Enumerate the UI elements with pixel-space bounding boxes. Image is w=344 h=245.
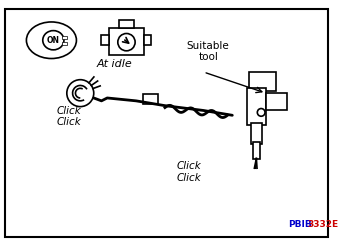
FancyBboxPatch shape [252,142,260,159]
Bar [62,42,67,45]
Text: PBIB: PBIB [288,220,312,229]
Text: ON: ON [47,36,60,45]
Text: Suitable
tool: Suitable tool [187,41,230,62]
Bar [62,36,67,39]
FancyBboxPatch shape [266,93,287,110]
Text: Click
Click: Click Click [56,106,81,127]
Bar [119,20,134,28]
Ellipse shape [26,22,76,59]
Text: At idle: At idle [97,60,133,70]
FancyBboxPatch shape [143,94,158,104]
FancyBboxPatch shape [249,72,276,91]
FancyBboxPatch shape [109,28,144,55]
Bar [101,36,109,45]
Bar [144,36,151,45]
Text: 3332E: 3332E [307,220,338,229]
Circle shape [257,109,265,116]
FancyBboxPatch shape [5,10,327,236]
Text: Click
Click: Click Click [176,161,201,183]
FancyBboxPatch shape [250,123,262,144]
Circle shape [118,34,135,51]
Circle shape [67,80,94,107]
FancyBboxPatch shape [247,88,266,125]
Ellipse shape [43,31,64,50]
